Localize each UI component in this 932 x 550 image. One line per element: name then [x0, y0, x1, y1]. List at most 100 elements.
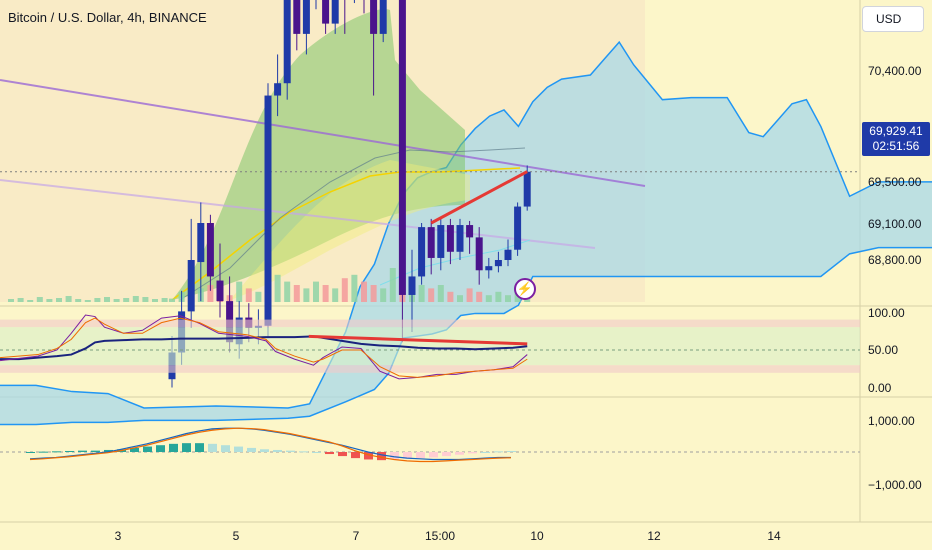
- macd-histogram-bar: [325, 452, 334, 455]
- macd-histogram-bar: [507, 450, 516, 452]
- macd-histogram-bar: [78, 450, 87, 452]
- candle-body: [427, 227, 435, 258]
- candle-body: [446, 225, 454, 252]
- volume-bar: [361, 281, 367, 302]
- oversold-band: [0, 365, 860, 373]
- candle-body: [187, 260, 195, 312]
- macd-histogram-bar: [390, 452, 399, 460]
- candle-body: [456, 225, 464, 252]
- currency-button[interactable]: USD: [862, 6, 924, 32]
- macd-histogram-bar: [273, 449, 282, 452]
- candle-body: [264, 95, 272, 326]
- volume-bar: [152, 299, 158, 302]
- macd-histogram-bar: [260, 449, 269, 452]
- volume-bar: [457, 295, 463, 302]
- diagonal-trend: [0, 79, 646, 187]
- candle-body: [331, 0, 339, 24]
- volume-bar: [293, 285, 300, 302]
- volume-bar: [75, 299, 82, 302]
- volume-bar: [36, 297, 43, 302]
- volume-bar: [207, 285, 214, 302]
- macd-histogram-bar: [195, 443, 204, 452]
- candle-body: [475, 237, 483, 271]
- macd-histogram-bar: [403, 452, 412, 459]
- lightning-bolt-icon[interactable]: ⚡: [514, 278, 536, 300]
- volume-bar: [351, 274, 358, 302]
- ma-yellow: [171, 167, 521, 301]
- macd-histogram-bar: [377, 452, 386, 461]
- divergence-line-osc: [308, 334, 528, 346]
- volume-bar: [313, 281, 319, 302]
- volume-bar: [428, 288, 435, 302]
- osc-axis-label: 50.00: [868, 343, 898, 357]
- candle-body: [322, 0, 330, 24]
- candle-body: [523, 171, 531, 207]
- macd-histogram-bar: [468, 452, 477, 454]
- macd-histogram-bar: [338, 452, 347, 457]
- price-axis-label: 68,800.00: [868, 253, 922, 267]
- volume-bar: [46, 299, 53, 302]
- macd-histogram-bar: [39, 451, 48, 453]
- macd-line-0: [29, 427, 511, 461]
- volume-bar: [485, 295, 492, 302]
- divergence-line-price: [430, 170, 528, 225]
- volume-bar: [236, 281, 243, 302]
- overbought-band: [0, 319, 860, 328]
- macd-histogram-bar: [351, 452, 360, 459]
- candle-body: [283, 0, 291, 84]
- cloud-lower-line: [0, 246, 932, 426]
- time-axis-label: 15:00: [425, 529, 455, 543]
- osc-line-1: [0, 314, 528, 380]
- macd-histogram-bar: [455, 452, 464, 455]
- volume-bar: [104, 297, 110, 302]
- volume-bar: [476, 291, 483, 302]
- macd-histogram-bar: [364, 452, 373, 460]
- volume-bar: [142, 297, 149, 302]
- volume-bar: [274, 274, 281, 302]
- macd-histogram-bar: [247, 447, 256, 452]
- osc-axis-label: 0.00: [868, 381, 892, 395]
- candle-body: [418, 227, 426, 277]
- volume-bar: [370, 285, 377, 302]
- macd-axis-label: −1,000.00: [868, 478, 922, 492]
- macd-histogram-bar: [208, 443, 217, 452]
- macd-histogram-bar: [221, 445, 230, 452]
- macd-histogram-bar: [481, 452, 490, 453]
- time-axis-label: 14: [767, 529, 781, 543]
- green-fill: [172, 9, 465, 300]
- volume-bar: [447, 291, 454, 302]
- macd-histogram-bar: [130, 447, 139, 452]
- candle-body: [494, 260, 502, 267]
- price-axis-label: 69,100.00: [868, 217, 922, 231]
- time-axis-label: 7: [353, 529, 360, 543]
- macd-histogram-bar: [429, 452, 438, 458]
- bar-countdown: 02:51:56: [872, 139, 920, 153]
- osc-line-2: [0, 317, 528, 378]
- candle-body: [514, 206, 522, 250]
- candle-body: [274, 83, 282, 96]
- time-axis-label: 12: [647, 529, 661, 543]
- volume-bar: [332, 288, 339, 302]
- macd-histogram-bar: [65, 450, 74, 452]
- candle-body: [408, 276, 416, 295]
- time-axis-label: 3: [115, 529, 122, 543]
- candle-body: [485, 266, 493, 271]
- volume-bar: [505, 295, 511, 302]
- price-axis-label: 69,500.00: [868, 175, 922, 189]
- volume-bar: [284, 281, 291, 302]
- volume-bar: [56, 298, 62, 302]
- candle-body: [197, 223, 205, 263]
- volume-bar: [303, 288, 310, 302]
- macd-histogram-bar: [143, 446, 152, 452]
- volume-bar: [245, 288, 252, 302]
- volume-bar: [65, 296, 72, 302]
- volume-bar: [418, 285, 425, 302]
- volume-bar: [466, 288, 473, 302]
- volume-bar: [113, 299, 120, 302]
- macd-histogram-bar: [91, 450, 100, 452]
- volume-bar: [161, 298, 168, 302]
- macd-histogram-bar: [442, 452, 451, 457]
- volume-bar: [27, 300, 34, 302]
- osc-line-0: [0, 335, 528, 361]
